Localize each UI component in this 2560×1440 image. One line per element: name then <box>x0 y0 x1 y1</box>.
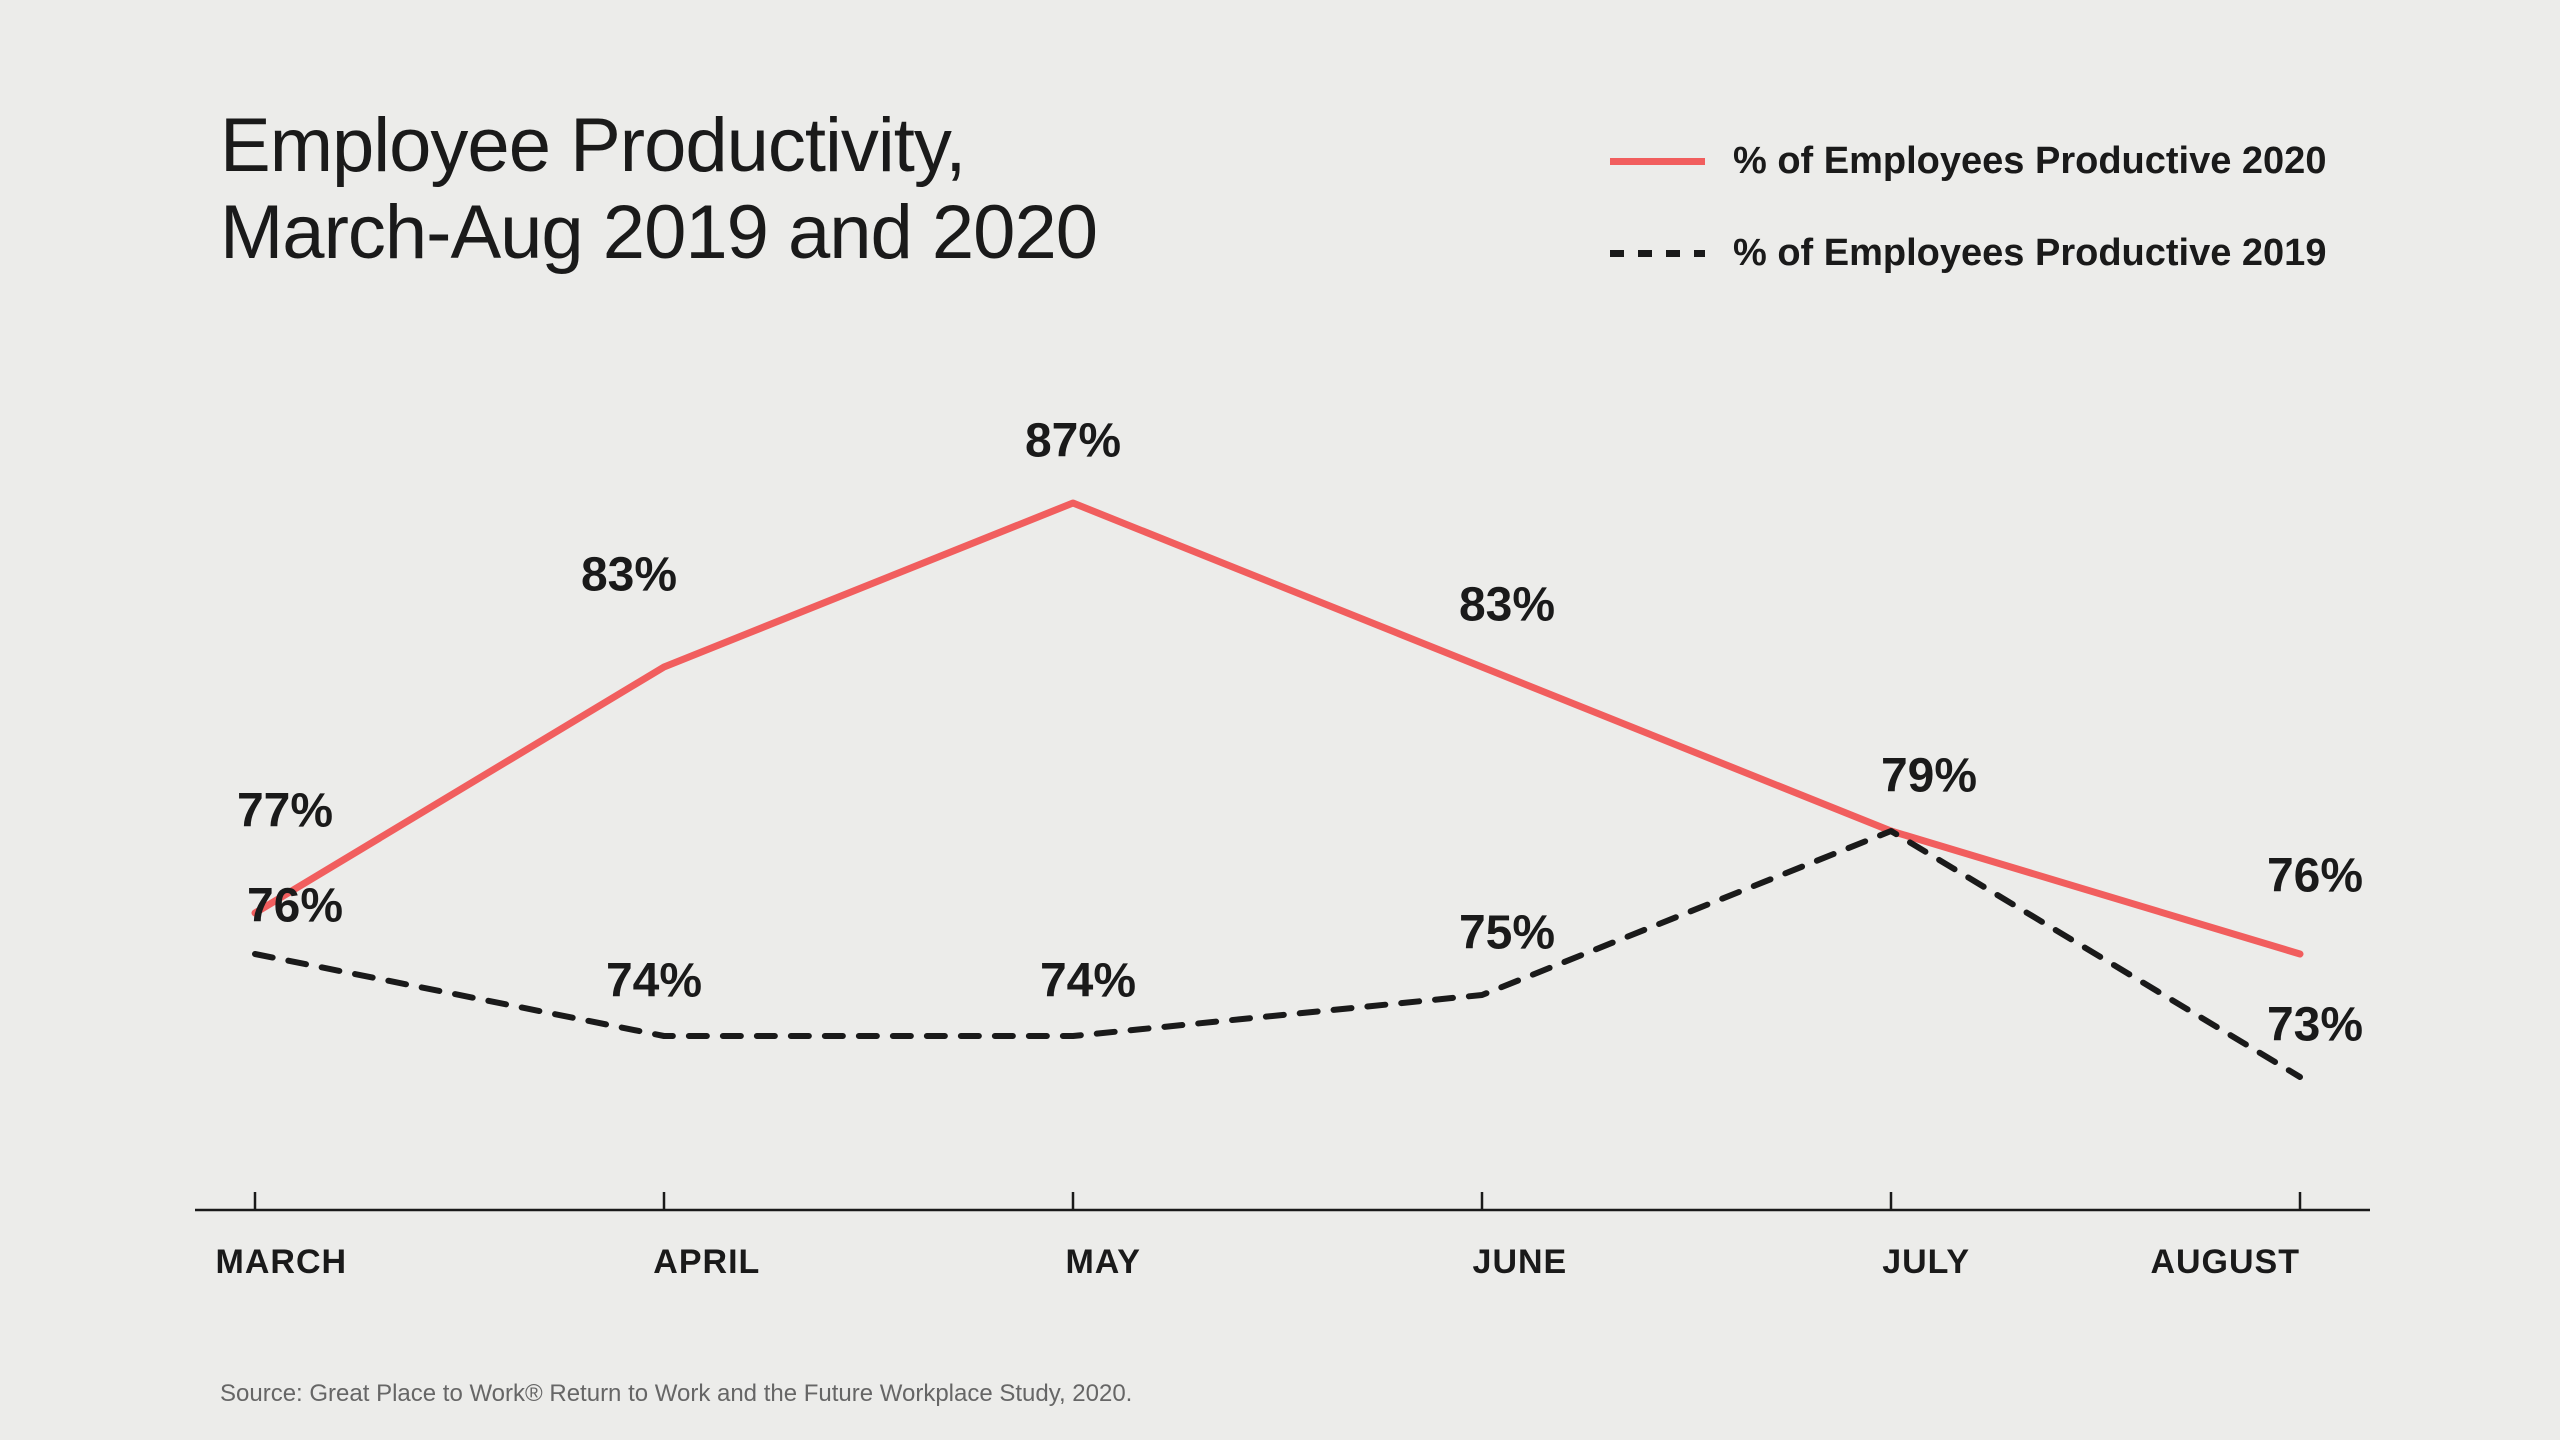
data-label-2020: 77% <box>237 784 333 839</box>
source-citation: Source: Great Place to Work® Return to W… <box>220 1380 1132 1408</box>
plot-svg <box>0 0 2560 1440</box>
chart-canvas: Employee Productivity,March-Aug 2019 and… <box>0 0 2560 1440</box>
data-label-2020: 83% <box>1459 578 1555 633</box>
x-axis-label: MAY <box>1065 1243 1140 1282</box>
data-label-2019: 76% <box>247 879 343 934</box>
data-label-2020: 83% <box>581 548 677 603</box>
x-axis-label: APRIL <box>653 1243 760 1282</box>
data-label-2019: 74% <box>1040 954 1136 1009</box>
data-label-2019: 74% <box>606 954 702 1009</box>
data-label-2020: 79% <box>1881 749 1977 804</box>
data-label-2020: 76% <box>2267 849 2363 904</box>
x-axis-label: JUNE <box>1473 1243 1568 1282</box>
x-axis-label: AUGUST <box>2150 1243 2300 1282</box>
data-label-2019: 75% <box>1459 906 1555 961</box>
series-line-2019 <box>255 831 2300 1077</box>
data-label-2020: 87% <box>1025 414 1121 469</box>
x-axis-label: JULY <box>1882 1243 1970 1282</box>
series-line-2020 <box>255 503 2300 954</box>
data-label-2019: 73% <box>2267 998 2363 1053</box>
x-axis-label: MARCH <box>216 1243 348 1282</box>
